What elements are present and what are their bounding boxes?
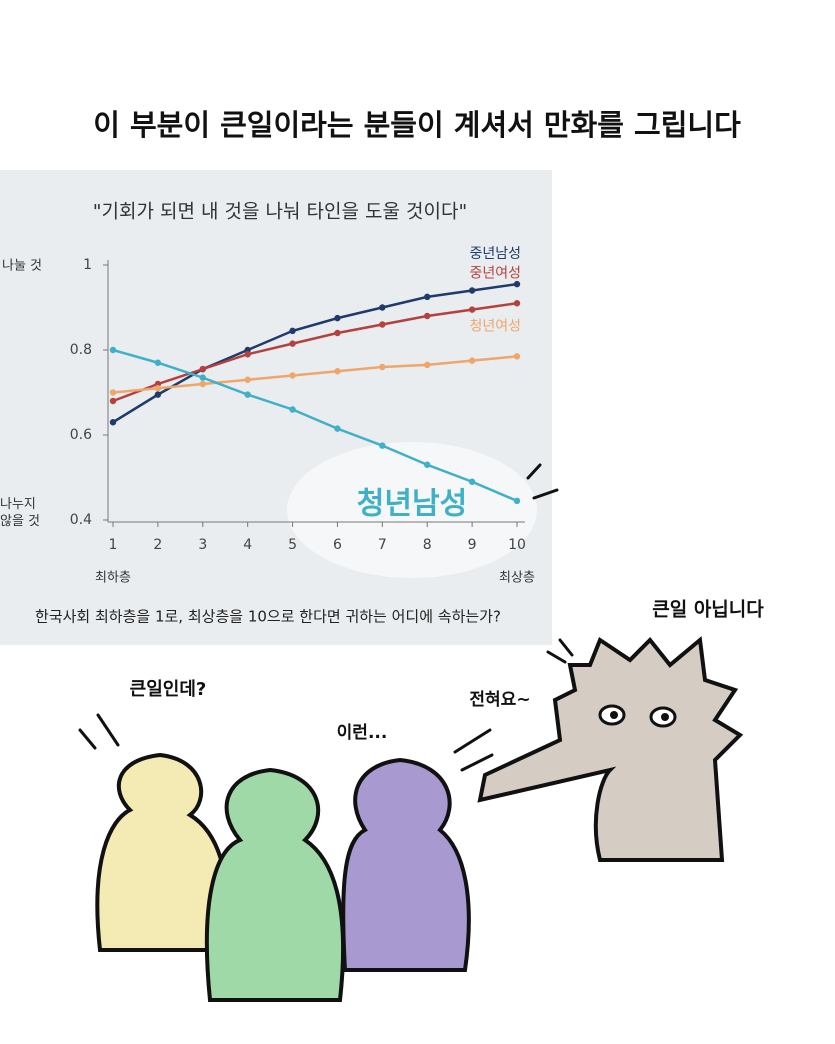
- chart-title: "기회가 되면 내 것을 나눠 타인을 도울 것이다": [93, 201, 467, 223]
- point: [334, 329, 341, 337]
- point: [334, 314, 341, 322]
- point: [379, 363, 386, 371]
- point: [468, 357, 476, 364]
- x-tick-label: 1: [109, 537, 118, 553]
- series-label: 중년남성: [469, 246, 521, 262]
- eye: [610, 711, 618, 719]
- point: [154, 359, 162, 366]
- x-tick-label: 7: [378, 537, 387, 553]
- point: [513, 497, 521, 505]
- y-bottom-label: 나누지 않을 것: [0, 497, 41, 529]
- point: [424, 461, 431, 468]
- point: [199, 380, 206, 388]
- point: [244, 351, 251, 358]
- series-line: [112, 355, 518, 394]
- x-tick-label: 3: [198, 537, 207, 553]
- y-tick-label: 0.4: [70, 512, 92, 528]
- speech-yellow: 큰일인데?: [130, 679, 207, 700]
- x-right-label: 최상층: [499, 571, 535, 586]
- point: [334, 368, 341, 375]
- highlight: [287, 442, 537, 578]
- speech-cat-small: 전혀요~: [469, 690, 530, 710]
- series-line: [112, 302, 518, 403]
- point: [379, 321, 386, 328]
- page-title: 이 부분이 큰일이라는 분들이 계셔서 만화를 그립니다: [93, 108, 741, 142]
- point: [334, 425, 341, 432]
- point: [289, 327, 296, 335]
- x-tick-label: 8: [423, 537, 432, 553]
- x-tick-label: 4: [243, 537, 252, 553]
- point: [513, 280, 521, 288]
- emphasis-marks: [78, 463, 574, 772]
- point: [109, 389, 117, 396]
- point: [379, 442, 386, 449]
- point: [468, 287, 476, 294]
- series-line: [112, 348, 518, 503]
- point: [513, 353, 521, 360]
- speech-cat: 큰일 아닙니다: [652, 599, 764, 621]
- point: [109, 419, 117, 426]
- x-tick-label: 5: [288, 537, 297, 553]
- people: [95, 636, 744, 1002]
- point: [379, 304, 386, 311]
- y-top-label: 나눌 것: [2, 259, 42, 274]
- chart-panel: [0, 170, 552, 645]
- series-line: [112, 282, 518, 424]
- series-label: 중년여성: [469, 265, 521, 281]
- series-label: 청년여성: [469, 318, 521, 334]
- x-tick-label: 2: [153, 537, 162, 553]
- point: [199, 374, 206, 381]
- point: [154, 385, 162, 392]
- y-tick-label: 0.8: [70, 342, 92, 358]
- point: [244, 376, 251, 383]
- y-tick-label: 0.6: [70, 427, 92, 443]
- x-tick-label: 6: [333, 537, 342, 553]
- x-left-label: 최하층: [95, 571, 131, 586]
- point: [424, 293, 431, 301]
- point: [513, 300, 521, 307]
- chart-note: 한국사회 최하층을 1로, 최상층을 10으로 한다면 귀하는 어디에 속하는가…: [35, 608, 501, 626]
- point: [154, 391, 162, 398]
- point: [199, 365, 206, 373]
- eye: [661, 713, 669, 721]
- point: [109, 346, 117, 354]
- point: [109, 397, 117, 405]
- y-bottom-label-box: 나누지 않을 것: [0, 497, 41, 529]
- point: [468, 478, 476, 485]
- big-series-label: 청년남성: [357, 487, 467, 522]
- point: [289, 340, 296, 347]
- point: [468, 306, 476, 313]
- point: [424, 361, 431, 369]
- x-tick-label: 9: [468, 537, 477, 553]
- point: [289, 406, 296, 413]
- point: [424, 312, 431, 320]
- y-tick-label: 1: [83, 257, 92, 273]
- point: [244, 391, 251, 398]
- x-tick-label: 10: [508, 537, 526, 553]
- point: [289, 372, 296, 379]
- speech-purple: 이런...: [337, 723, 388, 743]
